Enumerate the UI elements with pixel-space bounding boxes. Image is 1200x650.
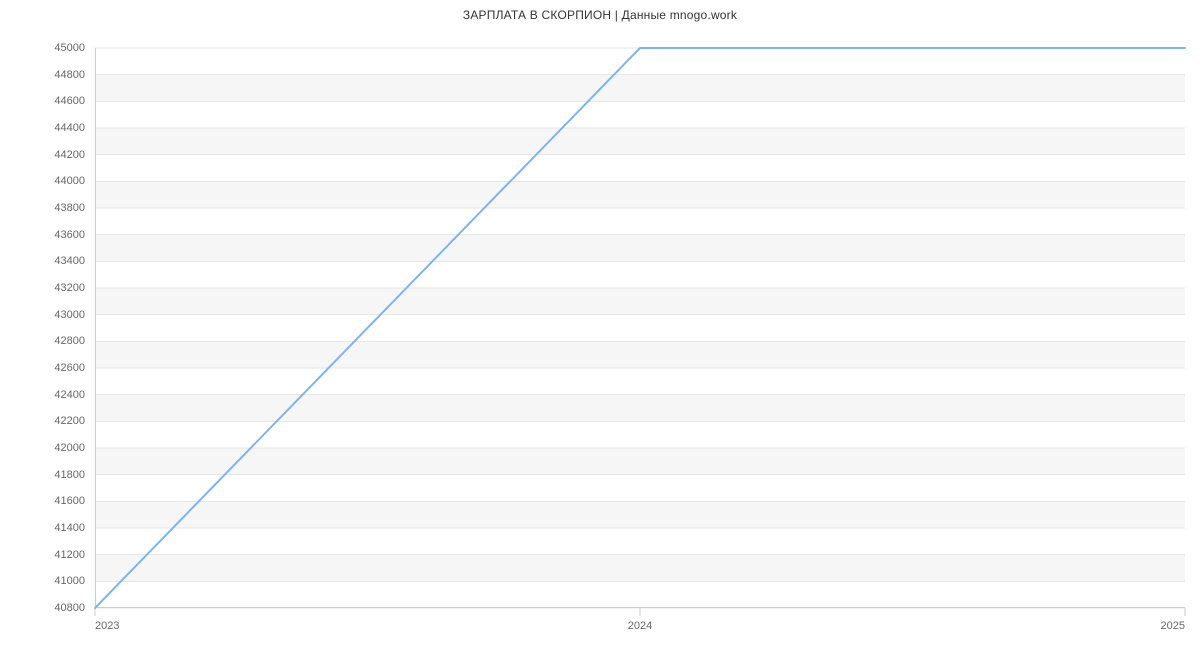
y-tick-label: 41600 [45, 495, 85, 507]
chart-svg [95, 48, 1185, 616]
y-tick-label: 43600 [45, 229, 85, 241]
y-tick-label: 41000 [45, 575, 85, 587]
x-tick-label: 2025 [1161, 620, 1185, 632]
x-tick-label: 2023 [95, 620, 119, 632]
y-tick-label: 44000 [45, 175, 85, 187]
plot-area [95, 48, 1185, 608]
y-tick-label: 43000 [45, 309, 85, 321]
y-tick-label: 43400 [45, 255, 85, 267]
y-tick-label: 42600 [45, 362, 85, 374]
y-tick-label: 42800 [45, 335, 85, 347]
y-tick-label: 42000 [45, 442, 85, 454]
y-tick-label: 41800 [45, 469, 85, 481]
y-tick-label: 41400 [45, 522, 85, 534]
y-tick-label: 45000 [45, 42, 85, 54]
chart-title: ЗАРПЛАТА В СКОРПИОН | Данные mnogo.work [0, 8, 1200, 22]
y-tick-label: 44400 [45, 122, 85, 134]
y-tick-label: 42400 [45, 389, 85, 401]
y-tick-label: 44200 [45, 149, 85, 161]
x-tick-label: 2024 [628, 620, 652, 632]
chart-container: ЗАРПЛАТА В СКОРПИОН | Данные mnogo.work … [0, 0, 1200, 650]
y-tick-label: 44600 [45, 95, 85, 107]
y-tick-label: 43800 [45, 202, 85, 214]
y-tick-label: 44800 [45, 69, 85, 81]
y-tick-label: 43200 [45, 282, 85, 294]
y-tick-label: 41200 [45, 549, 85, 561]
y-tick-label: 40800 [45, 602, 85, 614]
y-tick-label: 42200 [45, 415, 85, 427]
